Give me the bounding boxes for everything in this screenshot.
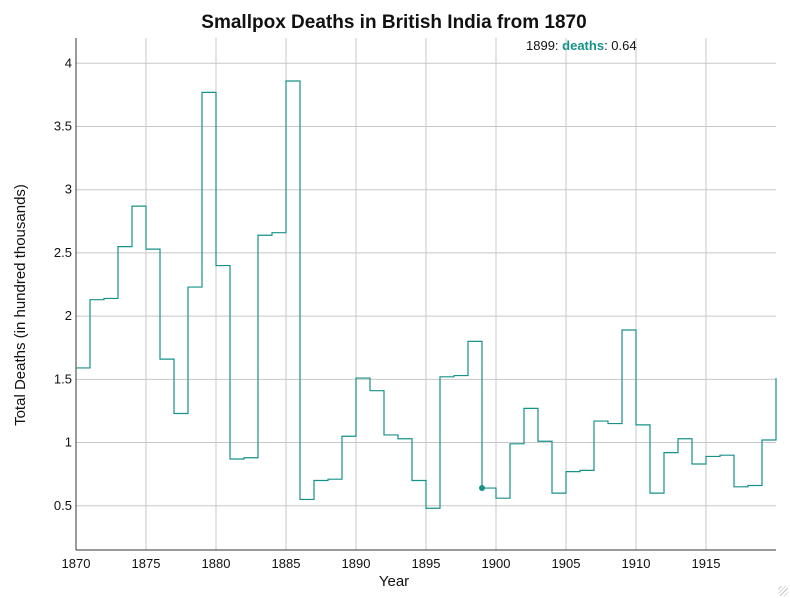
x-tick-label: 1895: [412, 556, 441, 571]
axes: [75, 38, 776, 551]
y-tick-label: 0.5: [54, 498, 72, 513]
x-tick-label: 1890: [342, 556, 371, 571]
x-tick-label: 1905: [552, 556, 581, 571]
x-tick-label: 1910: [622, 556, 651, 571]
hover-readout: 1899: deaths: 0.64: [526, 38, 637, 53]
hover-point: [479, 485, 485, 492]
x-tick-labels: 1870 1875 1880 1885 1890 1895 1900 1905 1910 1915: [62, 556, 721, 571]
y-tick-label: 1: [65, 435, 72, 450]
y-tick-label: 2: [65, 308, 72, 323]
hover-value-separator: :: [604, 38, 611, 53]
y-tick-label: 1.5: [54, 371, 72, 386]
y-tick-label: 3.5: [54, 118, 72, 133]
x-axis-label: Year: [379, 573, 409, 590]
x-tick-label: 1880: [202, 556, 231, 571]
x-tick-label: 1870: [62, 556, 91, 571]
y-tick-label: 3: [65, 182, 72, 197]
x-tick-label: 1885: [272, 556, 301, 571]
y-tick-labels: 0.5 1 1.5 2 2.5 3 3.5 4: [54, 55, 72, 512]
x-tick-label: 1900: [482, 556, 511, 571]
y-tick-label: 2.5: [54, 245, 72, 260]
resize-grip-icon[interactable]: [778, 586, 788, 596]
y-axis-label: Total Deaths (in hundred thousands): [12, 184, 29, 426]
hover-series-label: deaths: [562, 38, 604, 53]
y-tick-label: 4: [65, 55, 72, 70]
x-tick-label: 1875: [132, 556, 161, 571]
deaths-series-line: [76, 80, 777, 509]
hover-value: 0.64: [611, 38, 636, 53]
hover-year: 1899: [526, 38, 555, 53]
hover-separator: :: [555, 38, 562, 53]
x-tick-label: 1915: [692, 556, 721, 571]
gridlines: [75, 38, 776, 550]
chart-title: Smallpox Deaths in British India from 18…: [201, 12, 586, 33]
